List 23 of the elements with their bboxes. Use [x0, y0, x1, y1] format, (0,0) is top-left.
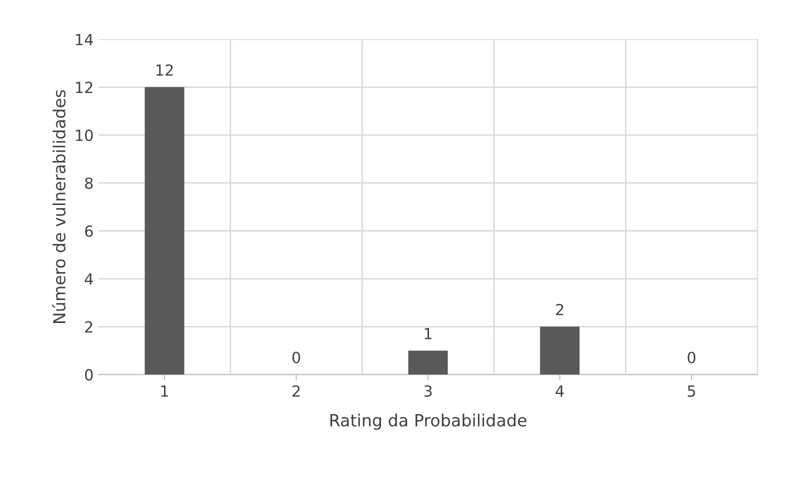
data-label: 2	[556, 304, 564, 316]
bar	[408, 350, 448, 375]
x-tick-label: 3	[424, 385, 432, 397]
data-label: 0	[292, 352, 300, 364]
y-tick-label: 2	[85, 321, 92, 332]
data-label: 12	[156, 64, 173, 76]
y-tick-label: 4	[84, 273, 93, 285]
data-label: 1	[424, 328, 432, 340]
y-axis-title: Número de vulnerabilidades	[52, 90, 66, 323]
y-tick-label: 14	[76, 34, 93, 46]
y-tick-label: 8	[85, 177, 93, 189]
x-tick-label: 2	[292, 385, 300, 397]
bar	[540, 326, 580, 375]
y-tick-label: 10	[76, 130, 93, 142]
y-tick-label: 0	[85, 369, 93, 381]
x-axis-title: Rating da Probabilidade	[330, 414, 526, 430]
data-label: 0	[688, 352, 696, 364]
bar	[144, 87, 184, 375]
y-tick-label: 6	[85, 225, 93, 237]
y-tick-label: 12	[76, 82, 92, 93]
x-tick-label: 4	[556, 385, 564, 397]
x-tick-label: 5	[688, 385, 696, 397]
x-tick-label: 1	[161, 385, 168, 397]
